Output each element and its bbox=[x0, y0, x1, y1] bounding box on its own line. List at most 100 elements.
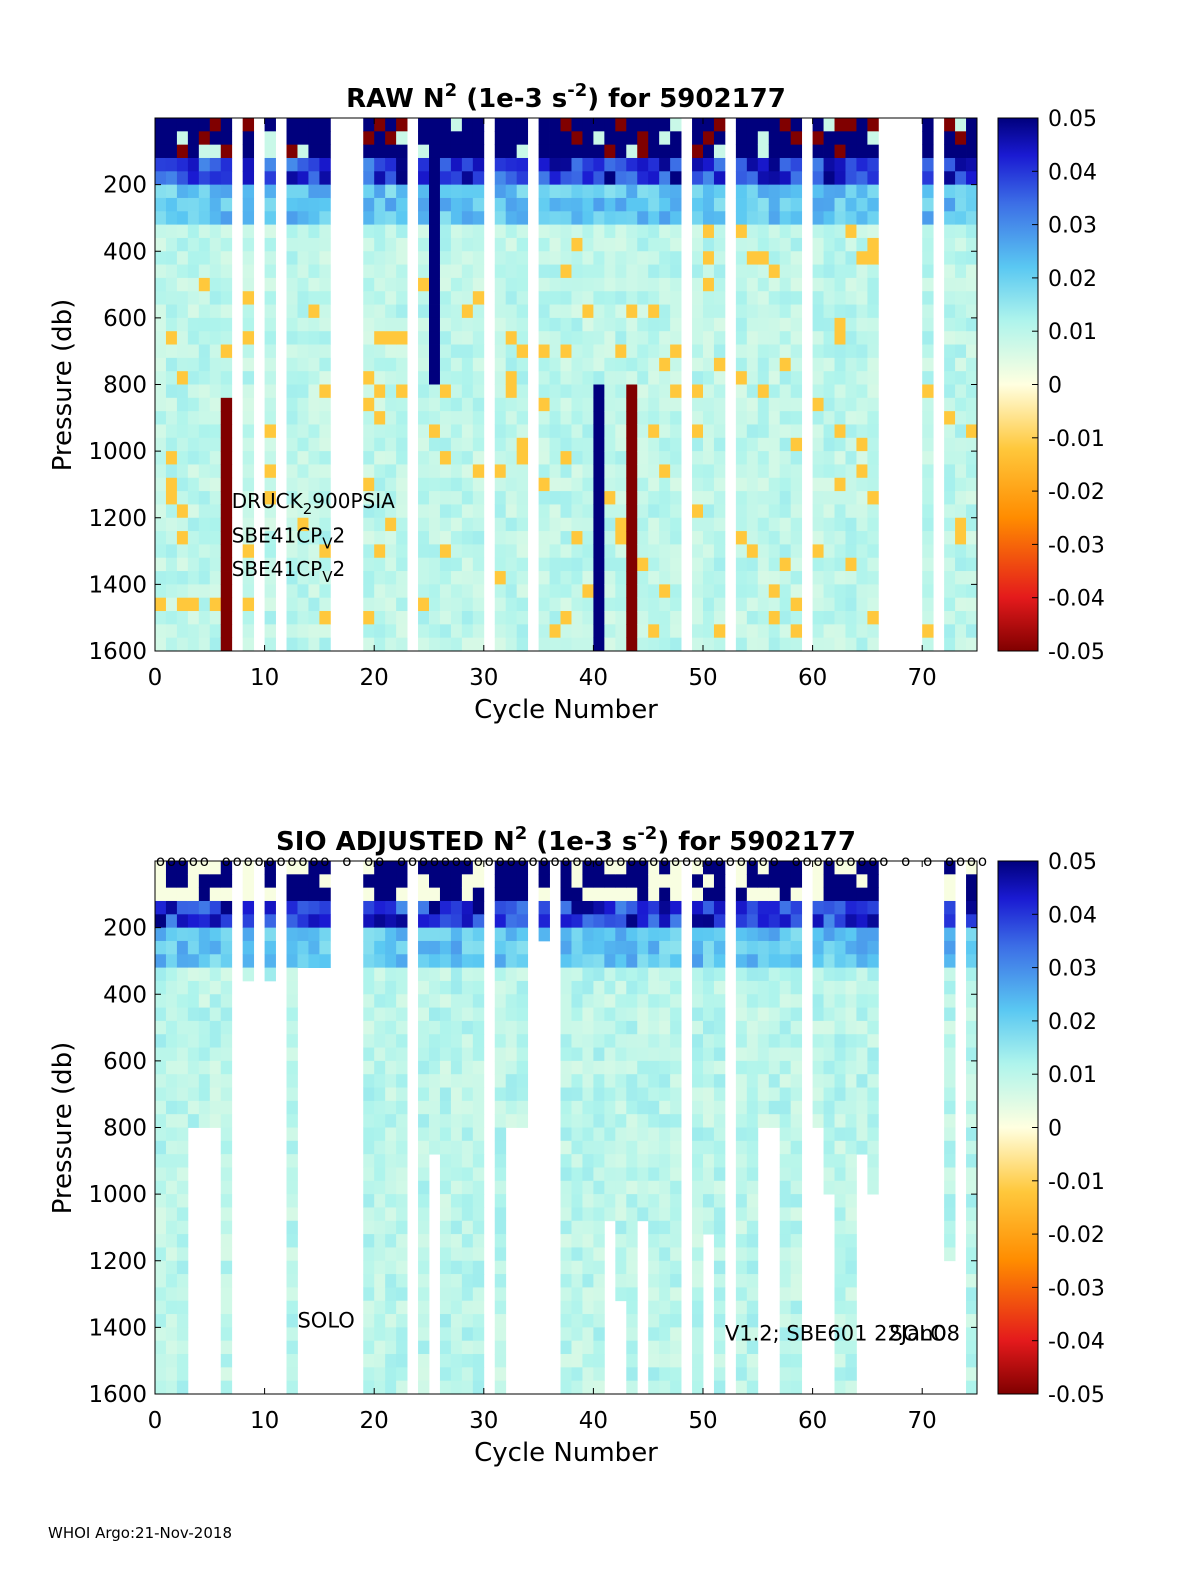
heatmap-cell bbox=[637, 331, 649, 345]
heatmap-cell bbox=[955, 304, 967, 319]
heatmap-cell bbox=[692, 477, 704, 492]
heatmap-cell bbox=[155, 357, 167, 372]
qc-marker: o bbox=[452, 852, 461, 870]
heatmap-cell bbox=[209, 251, 222, 265]
heatmap-cell bbox=[856, 118, 868, 132]
heatmap-cell bbox=[286, 1127, 298, 1142]
heatmap-cell bbox=[779, 914, 792, 929]
heatmap-cell bbox=[713, 291, 726, 305]
adjusted-colorbar-ticks: 0.050.040.030.020.010-0.01-0.02-0.03-0.0… bbox=[1032, 850, 1105, 1408]
heatmap-cell bbox=[582, 637, 594, 652]
heatmap-cell bbox=[560, 557, 572, 572]
heatmap-cell bbox=[494, 411, 507, 425]
heatmap-cell bbox=[944, 357, 956, 372]
heatmap-cell bbox=[472, 224, 485, 239]
heatmap-cell bbox=[461, 131, 474, 146]
heatmap-cell bbox=[374, 357, 386, 372]
heatmap-cell bbox=[922, 237, 934, 252]
heatmap-cell bbox=[757, 1007, 770, 1022]
qc-marker: o bbox=[287, 852, 296, 870]
heatmap-cell bbox=[374, 171, 386, 186]
heatmap-cell bbox=[703, 317, 715, 332]
heatmap-cell bbox=[779, 504, 792, 519]
heatmap-cell bbox=[516, 224, 529, 239]
heatmap-cell bbox=[297, 357, 309, 372]
heatmap-cell bbox=[308, 914, 320, 929]
heatmap-cell bbox=[494, 1247, 507, 1262]
heatmap-cell bbox=[176, 927, 189, 942]
heatmap-cell bbox=[692, 531, 704, 545]
heatmap-cell bbox=[450, 464, 463, 479]
heatmap-cell bbox=[505, 171, 518, 186]
heatmap-cell bbox=[790, 184, 803, 199]
heatmap-cell bbox=[626, 237, 638, 252]
heatmap-cell bbox=[176, 344, 189, 359]
heatmap-cell bbox=[823, 1007, 835, 1022]
heatmap-cell bbox=[439, 900, 452, 915]
heatmap-cell bbox=[834, 1114, 846, 1128]
heatmap-cell bbox=[439, 171, 452, 186]
heatmap-cell bbox=[593, 251, 605, 265]
heatmap-cell bbox=[768, 637, 781, 652]
heatmap-cell bbox=[703, 1167, 715, 1182]
heatmap-cell bbox=[637, 224, 649, 239]
heatmap-cell bbox=[966, 157, 978, 172]
heatmap-cell bbox=[516, 1114, 529, 1128]
heatmap-cell bbox=[604, 914, 616, 929]
heatmap-cell bbox=[604, 491, 616, 505]
heatmap-cell bbox=[209, 980, 222, 995]
heatmap-cell bbox=[165, 1220, 178, 1235]
heatmap-cell bbox=[768, 1034, 781, 1048]
heatmap-cell bbox=[604, 277, 616, 292]
heatmap-cell bbox=[944, 954, 956, 968]
heatmap-cell bbox=[648, 1047, 660, 1062]
heatmap-cell bbox=[165, 237, 178, 252]
heatmap-cell bbox=[823, 597, 835, 612]
heatmap-cell bbox=[966, 1007, 978, 1022]
heatmap-cell bbox=[516, 157, 529, 172]
heatmap-cell bbox=[286, 264, 298, 279]
heatmap-cell bbox=[155, 994, 167, 1008]
heatmap-cell bbox=[538, 464, 550, 479]
heatmap-cell bbox=[615, 237, 627, 252]
heatmap-cell bbox=[571, 504, 583, 519]
heatmap-cell bbox=[944, 517, 956, 532]
heatmap-cell bbox=[692, 131, 704, 146]
heatmap-cell bbox=[176, 264, 189, 279]
heatmap-cell bbox=[757, 411, 770, 425]
heatmap-cell bbox=[396, 557, 408, 572]
heatmap-cell bbox=[429, 211, 441, 225]
heatmap-cell bbox=[615, 967, 627, 982]
qc-marker: o bbox=[978, 852, 987, 870]
heatmap-cell bbox=[922, 357, 934, 372]
heatmap-cell bbox=[571, 1367, 583, 1382]
heatmap-cell bbox=[856, 171, 868, 186]
qc-marker: o bbox=[638, 852, 647, 870]
heatmap-cell bbox=[768, 184, 781, 199]
heatmap-cell bbox=[713, 397, 726, 412]
heatmap-cell bbox=[198, 491, 211, 505]
heatmap-cell bbox=[385, 1367, 397, 1382]
heatmap-cell bbox=[790, 384, 803, 399]
heatmap-cell bbox=[155, 1087, 167, 1102]
heatmap-cell bbox=[648, 251, 660, 265]
y-tick-label: 600 bbox=[103, 306, 147, 332]
heatmap-cell bbox=[626, 371, 638, 385]
heatmap-cell bbox=[450, 131, 463, 146]
heatmap-cell bbox=[659, 331, 671, 345]
heatmap-cell bbox=[385, 1247, 397, 1262]
heatmap-cell bbox=[297, 171, 309, 186]
heatmap-cell bbox=[176, 504, 189, 519]
heatmap-cell bbox=[692, 437, 704, 452]
heatmap-cell bbox=[494, 927, 507, 942]
heatmap-cell bbox=[615, 424, 627, 439]
heatmap-cell bbox=[505, 291, 518, 305]
heatmap-cell bbox=[604, 900, 616, 915]
heatmap-cell bbox=[867, 384, 879, 399]
heatmap-cell bbox=[604, 477, 616, 492]
heatmap-cell bbox=[560, 251, 572, 265]
heatmap-cell bbox=[418, 571, 430, 585]
heatmap-cell bbox=[779, 1060, 792, 1075]
heatmap-cell bbox=[319, 437, 331, 452]
heatmap-cell bbox=[176, 1140, 189, 1155]
